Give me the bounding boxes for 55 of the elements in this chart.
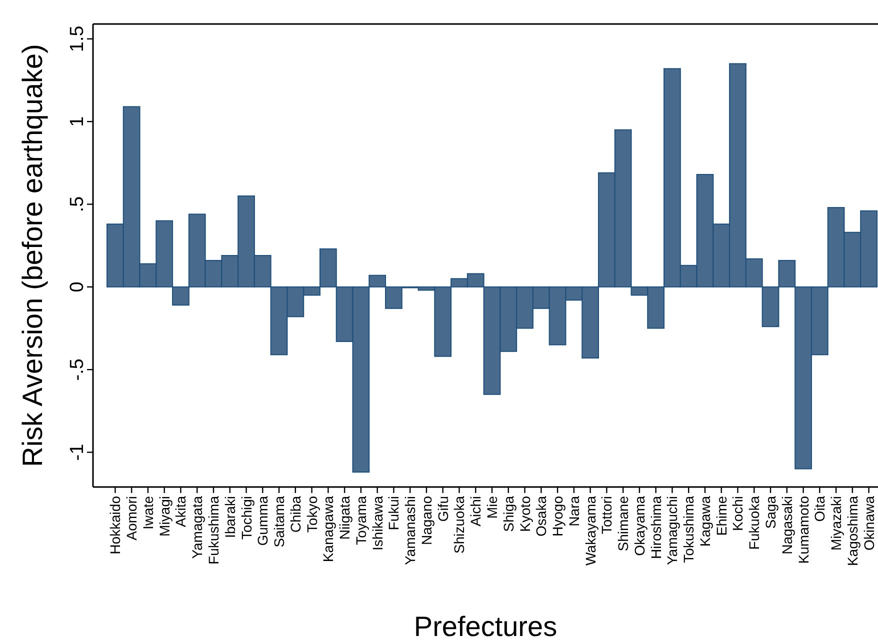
x-tick-label: Iwate [140, 496, 156, 530]
y-tick-label: 1.5 [67, 26, 88, 52]
x-tick-label: Fukuoka [746, 496, 762, 550]
x-tick-label: Fukushima [205, 496, 222, 564]
x-tick-label: Okayama [631, 496, 648, 556]
y-tick-label: -.5 [67, 358, 88, 381]
x-tick-label: Kochi [730, 496, 746, 532]
x-tick-label: Osaka [533, 496, 550, 536]
x-tick-label: Tokyo [304, 496, 320, 533]
x-tick-label: Kagoshima [844, 496, 860, 566]
x-tick-label: Fukui [386, 496, 402, 530]
y-tick-label: 1 [67, 116, 88, 127]
x-tick-label: Gumma [254, 496, 271, 546]
y-tick-label: -1 [67, 444, 88, 461]
x-tick-label: Yamanashi [402, 496, 418, 566]
x-tick-label: Toyama [352, 496, 369, 546]
x-tick-label: Chiba [287, 496, 304, 533]
x-tick-label: Akita [172, 496, 189, 528]
x-tick-label: Tokushima [680, 496, 697, 563]
x-tick-label: Aichi [468, 496, 484, 526]
x-tick-label: Kanagawa [320, 496, 336, 562]
x-tick-label: Kagawa [696, 496, 713, 547]
x-tick-label: Hokkaido [107, 496, 124, 554]
x-tick-label: Okinawa [860, 496, 877, 550]
x-tick-label: Saga [762, 496, 779, 529]
x-tick-label: Ehime [713, 496, 730, 536]
y-tick-label: 0 [67, 282, 88, 292]
y-tick-label: .5 [67, 196, 88, 212]
x-tick-label: Wakayama [582, 496, 598, 566]
x-tick-label: Nara [566, 496, 582, 526]
x-axis-title: Prefectures [414, 611, 558, 642]
x-tick-label: Nagasaki [778, 496, 795, 554]
x-tick-label: Hyogo [550, 496, 566, 536]
x-tick-label: Miyazaki [828, 496, 844, 550]
x-tick-label: Shizuoka [451, 496, 468, 554]
x-tick-label: Kyoto [516, 496, 533, 532]
x-tick-label: Oita [812, 496, 828, 522]
x-tick-label: Hiroshima [648, 496, 664, 560]
x-tick-label: Miyagi [156, 496, 172, 536]
x-tick-label: Gifu [434, 496, 451, 522]
x-tick-label: Ishikawa [369, 496, 386, 550]
x-tick-label: Tochigi [238, 496, 254, 540]
x-tick-label: Kumamoto [795, 496, 812, 564]
x-tick-label: Mie [484, 496, 500, 519]
x-tick-label: Shimane [615, 496, 632, 552]
y-axis-title: Risk Aversion (before earthquake) [17, 44, 48, 467]
x-tick-label: Saitama [271, 496, 288, 548]
x-tick-label: Nagano [418, 496, 434, 546]
x-tick-label: Aomori [124, 496, 140, 540]
x-tick-label: Shiga [500, 496, 516, 532]
x-tick-label: Tottori [598, 496, 615, 534]
x-tick-label: Niigata [336, 496, 353, 540]
x-tick-label: Yamagata [189, 496, 206, 559]
x-tick-label: Yamaguchi [664, 496, 680, 566]
x-tick-label: Ibaraki [222, 496, 238, 538]
